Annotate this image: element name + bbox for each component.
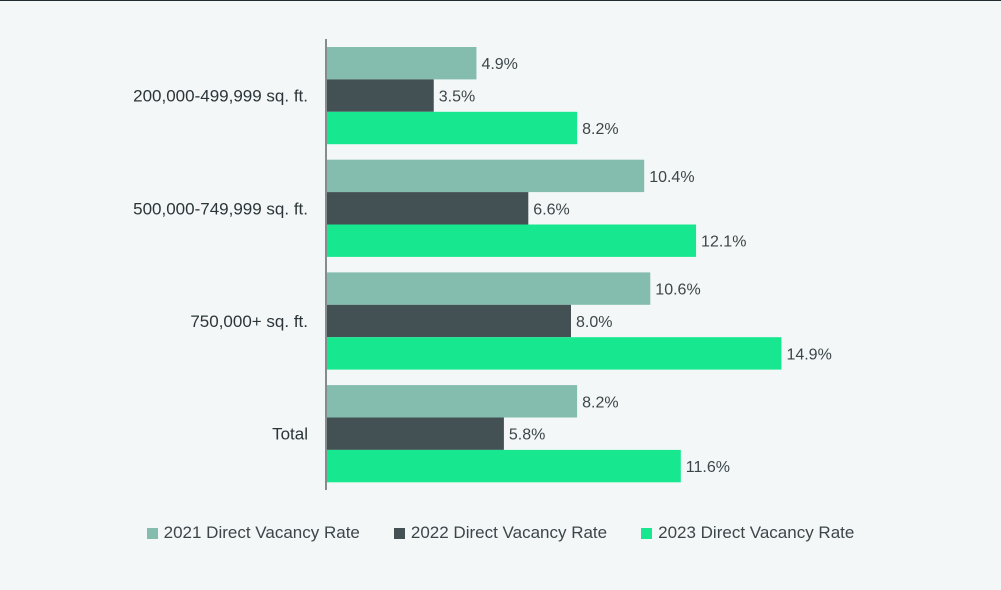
data-label: 10.6% <box>655 282 700 299</box>
bar-2021 <box>327 47 477 80</box>
bar-2023 <box>327 224 697 257</box>
bar-2022 <box>327 417 504 450</box>
legend-label-2021: 2021 Direct Vacancy Rate <box>163 523 360 542</box>
bar-2022 <box>327 79 434 112</box>
category-label: Total <box>272 425 308 444</box>
legend-swatch-2023 <box>641 527 653 539</box>
bar-chart: 200,000-499,999 sq. ft. 4.9% 3.5% 8.2% 500,0… <box>133 39 832 490</box>
data-label: 5.8% <box>509 427 545 444</box>
bar-2021 <box>327 385 578 418</box>
bar-2023 <box>327 111 578 145</box>
data-label: 11.6% <box>686 459 730 476</box>
legend-item-2022: 2022 Direct Vacancy Rate <box>393 523 608 543</box>
legend-label-2022: 2022 Direct Vacancy Rate <box>410 523 608 542</box>
legend: 2021 Direct Vacancy Rate 2022 Direct Vac… <box>0 523 1001 543</box>
legend-item-2021: 2021 Direct Vacancy Rate <box>146 523 360 543</box>
legend-swatch-2021 <box>146 527 158 539</box>
category-label: 200,000-499,999 sq. ft. <box>133 87 308 106</box>
category-label: 750,000+ sq. ft. <box>190 312 308 331</box>
data-label: 8.2% <box>582 121 618 138</box>
legend-label-2023: 2023 Direct Vacancy Rate <box>658 523 855 542</box>
bar-2023 <box>327 337 782 370</box>
bar-2021 <box>327 272 651 305</box>
data-label: 8.0% <box>576 314 612 331</box>
data-label: 12.1% <box>701 234 746 251</box>
category-label: 500,000-749,999 sq. ft. <box>133 199 308 218</box>
legend-item-2023: 2023 Direct Vacancy Rate <box>641 523 854 543</box>
data-label: 4.9% <box>481 56 517 73</box>
data-label: 3.5% <box>439 89 475 106</box>
data-label: 8.2% <box>582 394 618 411</box>
data-label: 10.4% <box>649 169 694 186</box>
bar-2022 <box>327 304 571 338</box>
data-label: 14.9% <box>786 346 831 363</box>
bar-2023 <box>327 449 681 483</box>
bar-2022 <box>327 192 529 225</box>
bar-2021 <box>327 159 645 193</box>
legend-swatch-2022 <box>393 527 405 539</box>
data-label: 6.6% <box>533 201 569 218</box>
